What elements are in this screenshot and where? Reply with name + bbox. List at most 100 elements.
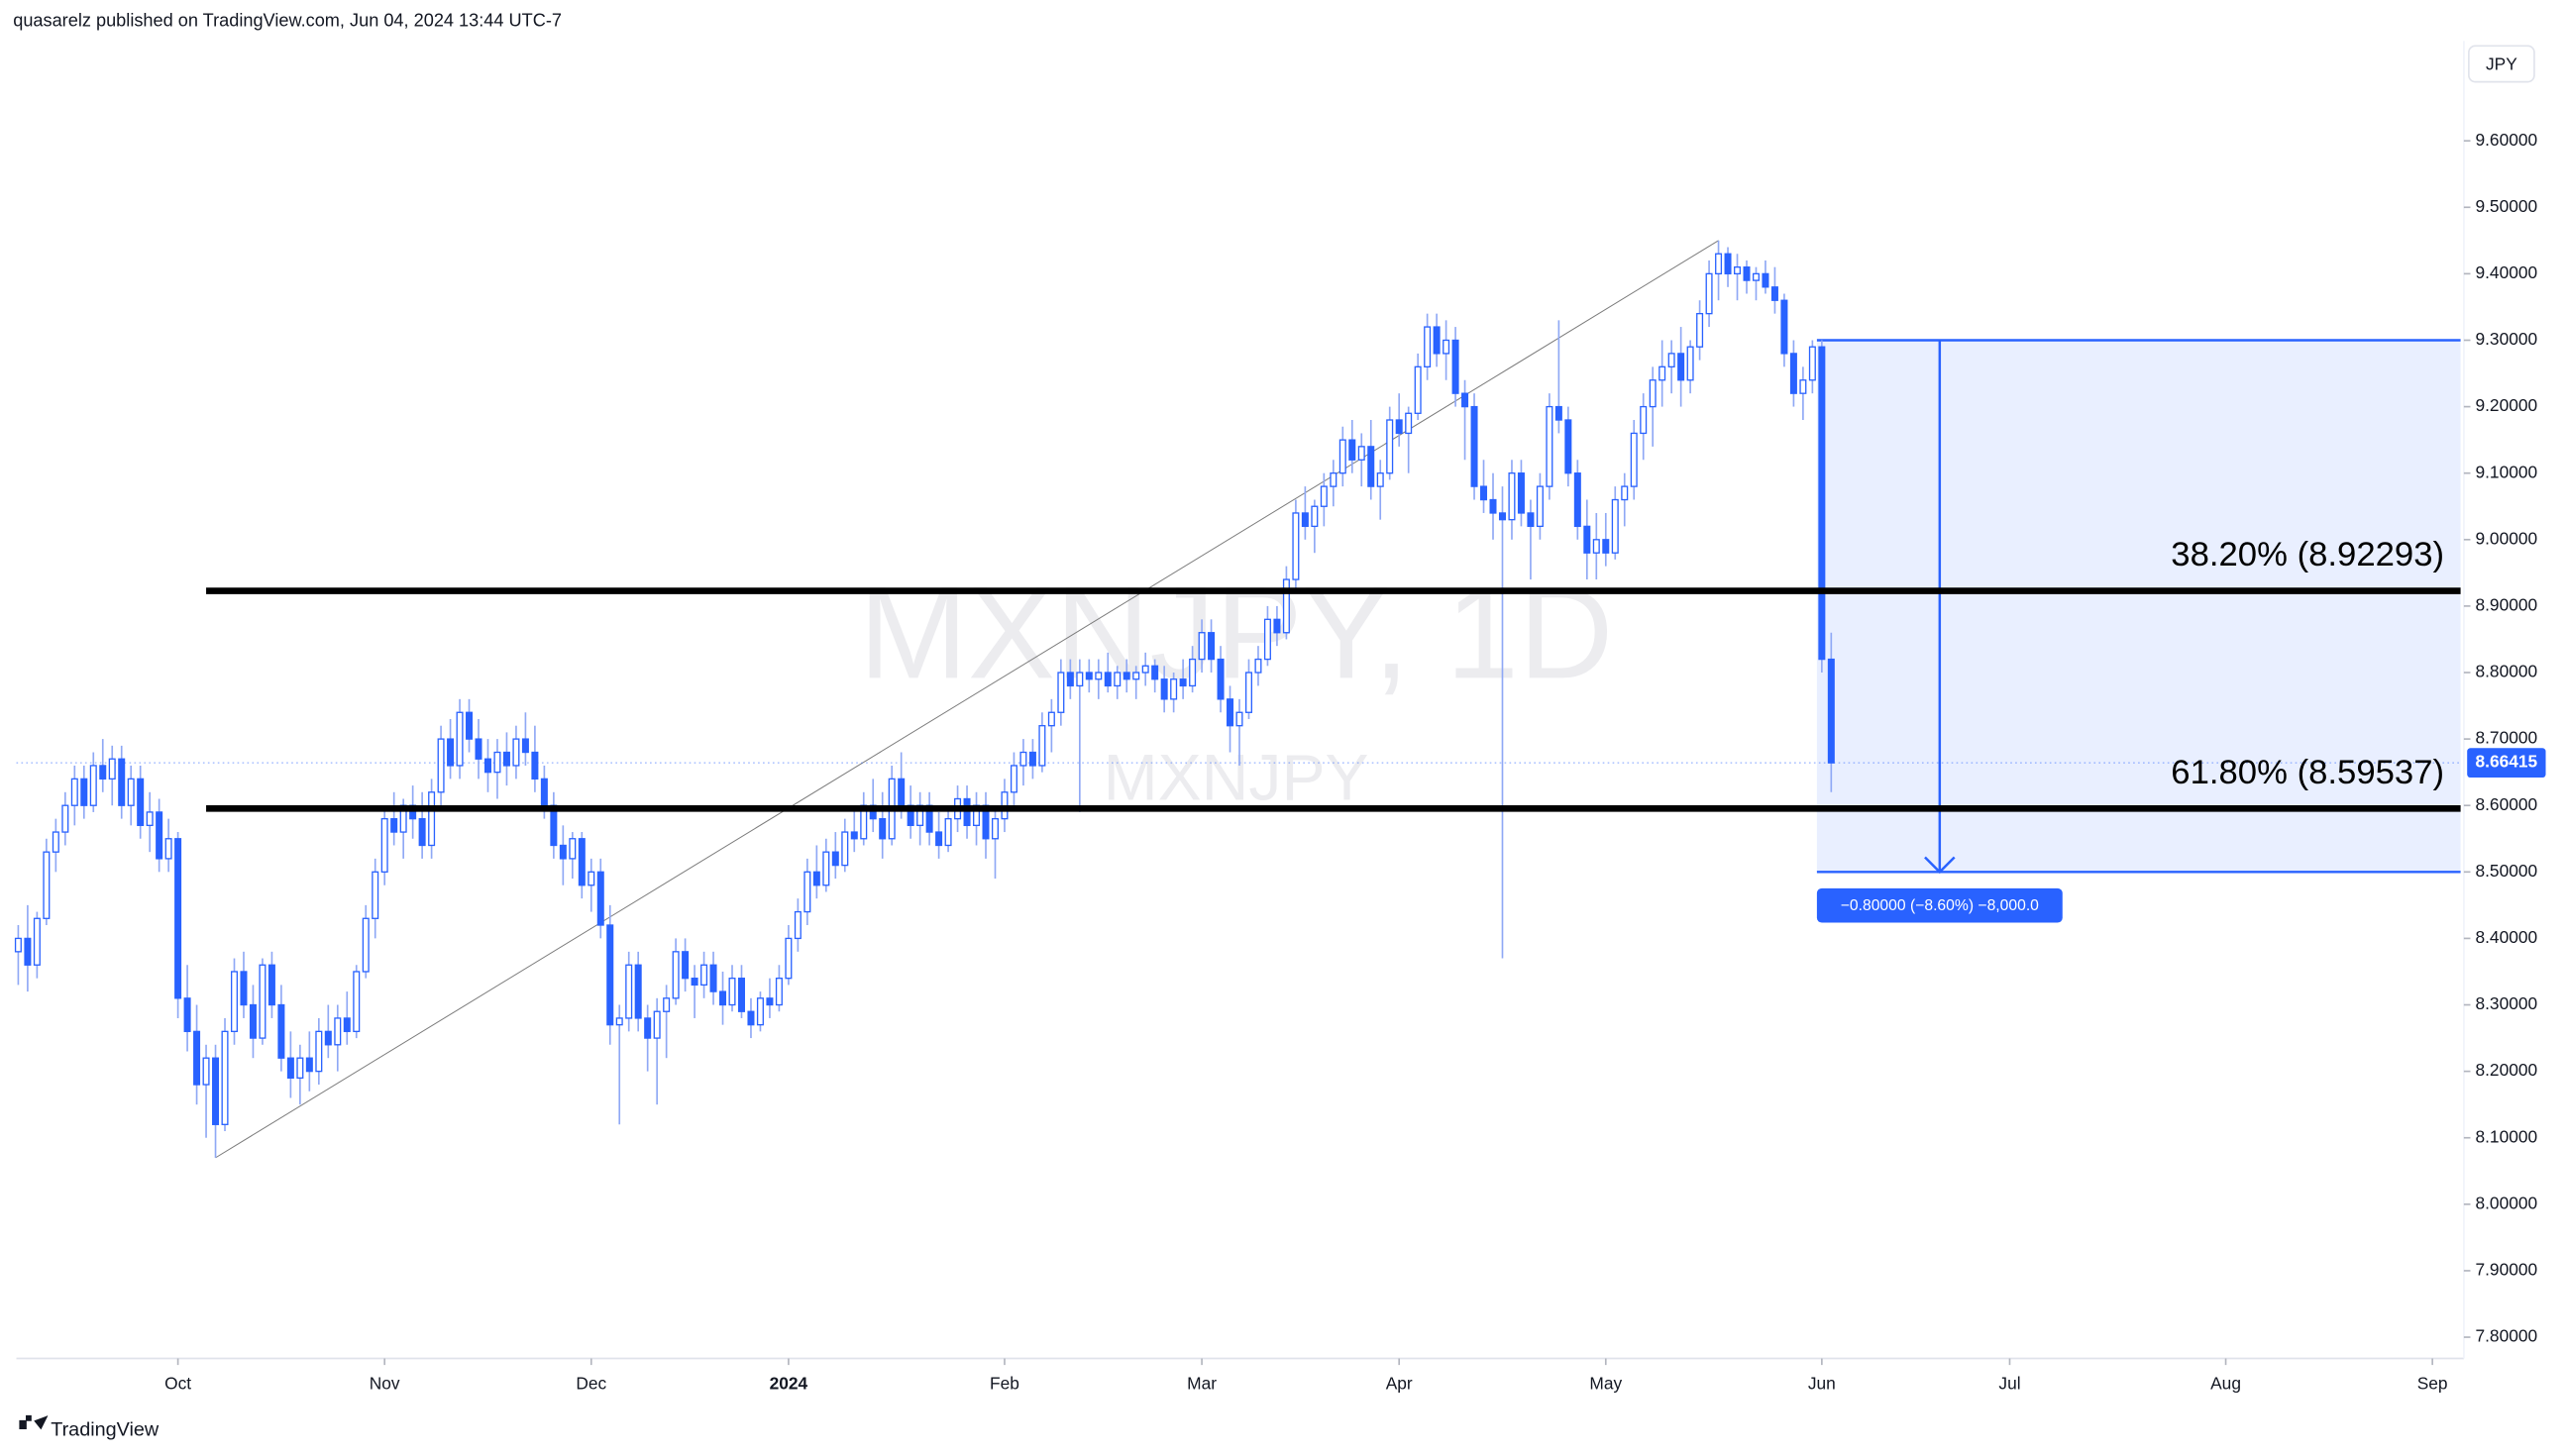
candle-body — [1808, 346, 1816, 381]
y-tick-label: 9.50000 — [2475, 196, 2537, 216]
candle-body — [841, 831, 849, 867]
candle-body — [1611, 498, 1619, 554]
candle-body — [1028, 751, 1036, 767]
last-price-box — [2467, 748, 2546, 779]
candle-body — [1752, 272, 1760, 281]
candle-body — [1076, 672, 1084, 687]
candle-body — [1696, 312, 1704, 348]
candle-body — [418, 817, 426, 847]
candle-body — [944, 817, 952, 847]
y-tick-label: 8.80000 — [2475, 662, 2537, 681]
candle-body — [991, 817, 999, 840]
candle-body — [1217, 658, 1225, 700]
x-tick-label: Dec — [576, 1374, 606, 1394]
candle-body — [1047, 711, 1055, 727]
x-tick-label: Sep — [2417, 1374, 2448, 1394]
level-label: 38.20% (8.92293) — [2171, 536, 2444, 573]
candle-body — [812, 871, 820, 886]
candle-body — [259, 964, 267, 1039]
candle-body — [1602, 539, 1610, 554]
candle-body — [1198, 632, 1206, 661]
candle-body — [52, 831, 59, 853]
x-tick-label: Mar — [1187, 1374, 1217, 1394]
measure-arrowhead — [1924, 856, 1956, 875]
candle-body — [803, 871, 811, 913]
candle-body — [540, 778, 548, 806]
candle-body — [1066, 672, 1074, 687]
candle-body — [1338, 439, 1346, 474]
currency-box[interactable] — [2468, 45, 2535, 83]
candle-body — [1827, 658, 1835, 764]
candle-body — [1621, 485, 1629, 501]
candle-body — [634, 964, 642, 1019]
candle-body — [1517, 472, 1525, 514]
y-tick-label: 9.30000 — [2475, 329, 2537, 349]
y-tick-label: 7.80000 — [2475, 1326, 2537, 1346]
candle-body — [850, 831, 858, 840]
y-tick-label: 9.10000 — [2475, 462, 2537, 481]
candle-body — [164, 838, 172, 860]
candle-body — [1141, 665, 1149, 674]
candle-body — [174, 838, 182, 999]
candle-body — [1019, 751, 1027, 767]
candle-body — [286, 1057, 294, 1079]
candle-body — [33, 917, 41, 966]
candle-body — [1480, 485, 1488, 501]
candle-body — [785, 937, 793, 980]
candle-body — [447, 738, 455, 767]
y-tick-label: 9.40000 — [2475, 262, 2537, 282]
candle-body — [1170, 678, 1178, 700]
x-tick-label: May — [1589, 1374, 1622, 1394]
y-tick-label: 8.90000 — [2475, 594, 2537, 614]
brand: TradingView — [51, 1418, 160, 1440]
candle-body — [1433, 326, 1441, 355]
candle-body — [127, 778, 135, 806]
candle-body — [531, 751, 539, 780]
candle-body — [61, 804, 69, 833]
candle-body — [1461, 392, 1469, 408]
candle-body — [249, 1003, 257, 1039]
y-tick-label: 8.50000 — [2475, 861, 2537, 881]
candle-body — [682, 951, 690, 980]
candle-body — [1405, 412, 1413, 435]
candle-body — [305, 1057, 313, 1073]
candle-body — [230, 971, 238, 1033]
candle-body — [24, 937, 32, 966]
candle-body — [559, 844, 567, 860]
candle-body — [267, 964, 275, 1006]
candle-body — [728, 978, 736, 1006]
candle-body — [672, 951, 680, 999]
candle-body — [766, 997, 774, 1006]
candle-body — [14, 937, 22, 953]
candle-body — [1527, 512, 1535, 528]
candle-body — [1536, 485, 1544, 528]
x-tick-label: Apr — [1386, 1374, 1413, 1394]
candle-body — [1592, 539, 1600, 554]
candle-body — [1208, 632, 1216, 661]
candle-body — [1583, 525, 1591, 554]
candle-body — [1724, 253, 1732, 275]
candle-body — [1301, 512, 1309, 528]
candle-body — [1282, 578, 1290, 634]
publisher-note: quasarelz published on TradingView.com, … — [13, 10, 562, 30]
candle-body — [353, 971, 361, 1033]
candle-body — [1414, 365, 1422, 414]
candle-body — [898, 778, 906, 806]
candle-body — [1254, 658, 1262, 674]
candle-body — [1564, 419, 1572, 474]
candle-body — [466, 711, 474, 740]
candle-body — [1330, 472, 1337, 487]
candle-body — [202, 1057, 210, 1086]
candle-body — [831, 851, 839, 867]
candle-body — [775, 978, 783, 1006]
candle-body — [663, 997, 671, 1012]
candle-body — [296, 1057, 304, 1079]
candle-body — [1715, 253, 1723, 275]
y-tick-label: 9.60000 — [2475, 130, 2537, 150]
candle-body — [1470, 405, 1478, 487]
candle-body — [1573, 472, 1581, 528]
candle-body — [1489, 498, 1497, 514]
candle-body — [700, 964, 708, 987]
